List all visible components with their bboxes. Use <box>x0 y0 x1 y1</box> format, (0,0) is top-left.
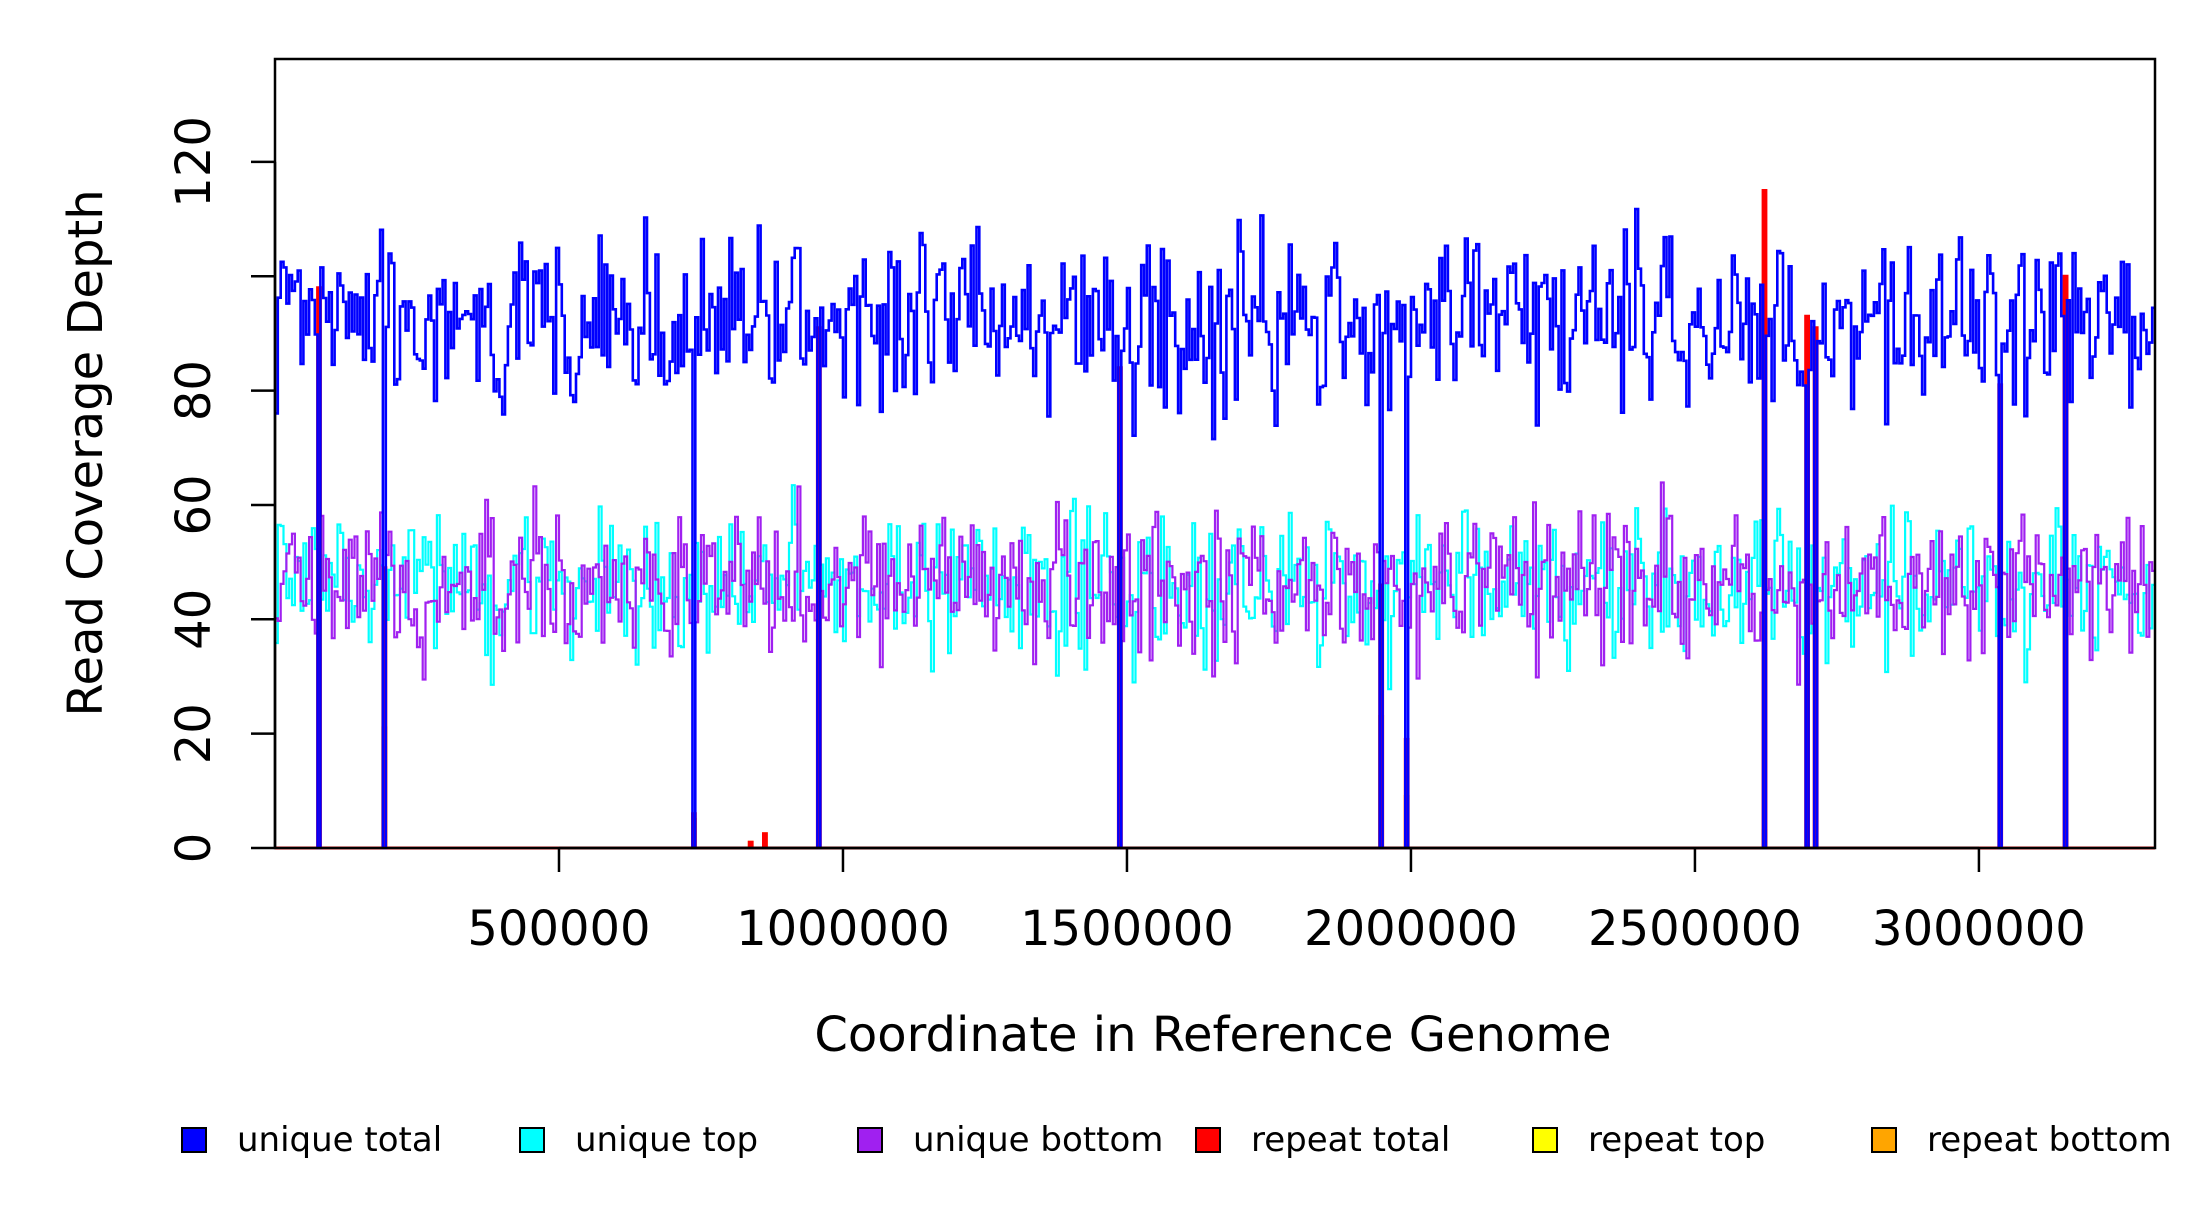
y-tick-label: 20 <box>166 703 222 764</box>
legend-item-unique-total: unique total <box>181 1120 442 1160</box>
series-line-repeat-bottom <box>275 715 2155 850</box>
legend-item-repeat-top: repeat top <box>1532 1120 1765 1160</box>
legend-label: unique top <box>575 1120 758 1160</box>
legend-item-repeat-bottom: repeat bottom <box>1871 1120 2172 1160</box>
y-tick-label: 0 <box>166 833 222 864</box>
x-tick-label: 2000000 <box>1304 901 1518 957</box>
legend-label: repeat top <box>1588 1120 1765 1160</box>
y-tick-label: 40 <box>166 589 222 650</box>
legend: unique total unique top unique bottom repea… <box>181 1120 2172 1160</box>
legend-item-unique-top: unique top <box>519 1120 758 1160</box>
y-axis-title: Read Coverage Depth <box>58 189 114 716</box>
series-line-unique-bottom <box>275 481 2155 850</box>
x-tick-label: 2500000 <box>1588 901 1802 957</box>
x-tick-label: 500000 <box>467 901 650 957</box>
legend-label: unique bottom <box>913 1120 1163 1160</box>
x-tick-label: 1500000 <box>1020 901 1234 957</box>
x-tick-label: 1000000 <box>736 901 950 957</box>
y-tick-label: 60 <box>166 474 222 535</box>
legend-swatch <box>1871 1127 1897 1153</box>
legend-swatch <box>519 1127 545 1153</box>
x-tick-label: 3000000 <box>1872 901 2086 957</box>
legend-swatch <box>857 1127 883 1153</box>
axes-layer: 0 20 40 60 80 120 500000 1000000 1500000 2000000 2… <box>166 116 2086 957</box>
series-layer <box>275 189 2155 850</box>
legend-swatch <box>181 1127 207 1153</box>
legend-label: repeat total <box>1251 1120 1450 1160</box>
legend-swatch <box>1195 1127 1221 1153</box>
legend-swatch <box>1532 1127 1558 1153</box>
series-line-unique-total <box>275 207 2155 850</box>
legend-label: repeat bottom <box>1927 1120 2172 1160</box>
legend-label: unique total <box>237 1120 442 1160</box>
legend-item-unique-bottom: unique bottom <box>857 1120 1163 1160</box>
legend-item-repeat-total: repeat total <box>1195 1120 1450 1160</box>
plot-frame <box>273 57 2157 850</box>
y-tick-label: 120 <box>166 116 222 208</box>
y-tick-label: 80 <box>166 360 222 421</box>
x-axis-title: Coordinate in Reference Genome <box>814 1007 1611 1063</box>
